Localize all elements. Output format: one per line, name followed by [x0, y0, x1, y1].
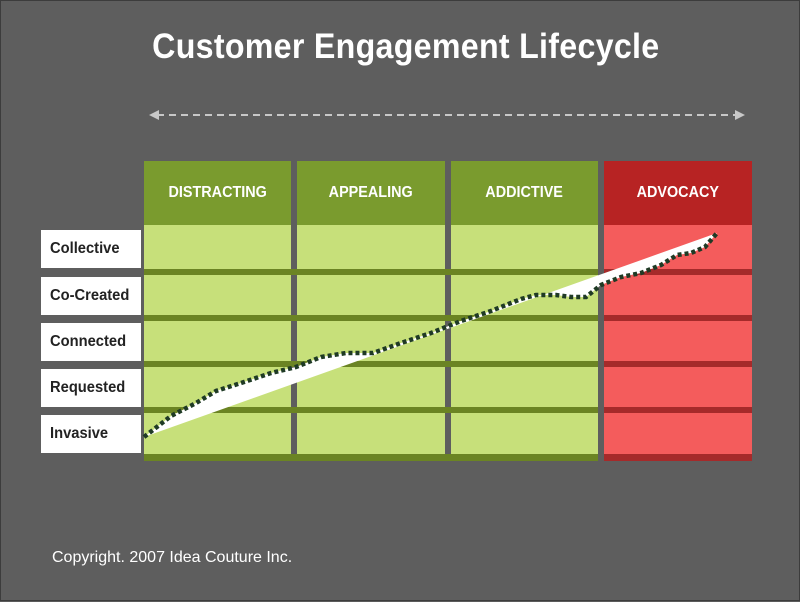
- stage-column-appealing: [297, 225, 445, 461]
- stage-column-advocacy: [604, 225, 752, 461]
- level-label-co-created: Co-Created: [41, 277, 141, 315]
- engagement-trend-line: [142, 231, 719, 439]
- level-label-collective: Collective: [41, 230, 141, 268]
- stage-header-appealing: APPEALING: [297, 161, 445, 225]
- arrow-right-icon: [735, 110, 745, 120]
- stage-header-advocacy: ADVOCACY: [604, 161, 752, 225]
- level-label-invasive: Invasive: [41, 415, 141, 453]
- stage-column-addictive: [451, 225, 598, 461]
- level-label-connected: Connected: [41, 323, 141, 361]
- copyright-text: Copyright. 2007 Idea Couture Inc.: [52, 549, 293, 566]
- level-label-requested: Requested: [41, 369, 141, 407]
- stage-header-distracting: DISTRACTING: [144, 161, 291, 225]
- arrow-left-icon: [149, 110, 159, 120]
- stage-header-addictive: ADDICTIVE: [451, 161, 598, 225]
- page-title: Customer Engagement Lifecycle: [152, 27, 660, 66]
